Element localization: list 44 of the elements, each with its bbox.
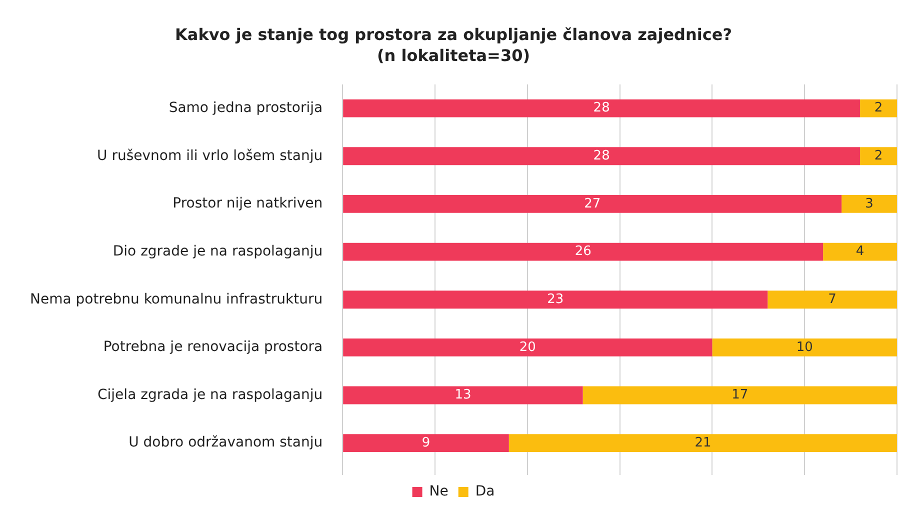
data-label: 28 <box>593 100 610 116</box>
bar <box>712 338 897 356</box>
bar <box>842 194 897 213</box>
bar <box>823 242 897 261</box>
bar <box>343 386 583 404</box>
bar <box>343 434 509 452</box>
legend-label: Da <box>475 484 495 500</box>
y-tick-label: Cijela zgrada je na raspolaganju <box>98 386 323 403</box>
data-label: 2 <box>874 100 883 116</box>
y-tick-label: Samo jedna prostorija <box>168 100 323 116</box>
bar <box>582 386 897 404</box>
legend-label: Ne <box>429 484 448 500</box>
data-label: 7 <box>828 292 836 307</box>
y-tick-label: Potrebna je renovacija prostora <box>103 339 323 356</box>
data-label: 26 <box>574 244 592 260</box>
bar <box>860 99 897 118</box>
data-label: 13 <box>454 388 472 403</box>
y-tick-label: Dio zgrade je na raspolaganju <box>112 243 323 260</box>
bar <box>343 99 860 118</box>
data-label: 21 <box>694 435 712 450</box>
data-label: 9 <box>422 435 430 450</box>
data-label: 23 <box>547 292 564 307</box>
data-label: 28 <box>593 148 610 164</box>
data-label: 3 <box>865 196 874 212</box>
data-label: 4 <box>856 244 864 260</box>
data-label: 20 <box>519 340 536 355</box>
bar <box>343 147 860 166</box>
data-label: 2 <box>874 148 883 164</box>
bar <box>343 338 712 356</box>
y-tick-label: U dobro održavanom stanju <box>128 434 323 451</box>
y-tick-label: Nema potrebnu komunalnu infrastrukturu <box>30 291 323 308</box>
data-label: 27 <box>584 196 601 212</box>
bar <box>508 434 897 452</box>
data-label: 17 <box>732 388 748 403</box>
bar <box>343 194 842 213</box>
chart-subtitle: (n lokaliteta=30) <box>376 46 530 65</box>
bar <box>343 242 824 261</box>
y-tick-label: U ruševnom ili vrlo lošem stanju <box>97 148 323 164</box>
bar <box>860 147 897 166</box>
bar <box>768 290 897 309</box>
y-tick-label: Prostor nije natkriven <box>172 196 323 212</box>
data-label: 10 <box>796 340 813 355</box>
bar <box>343 290 768 309</box>
chart-title: Kakvo je stanje tog prostora za okupljanje članova zajednice? <box>175 24 732 44</box>
